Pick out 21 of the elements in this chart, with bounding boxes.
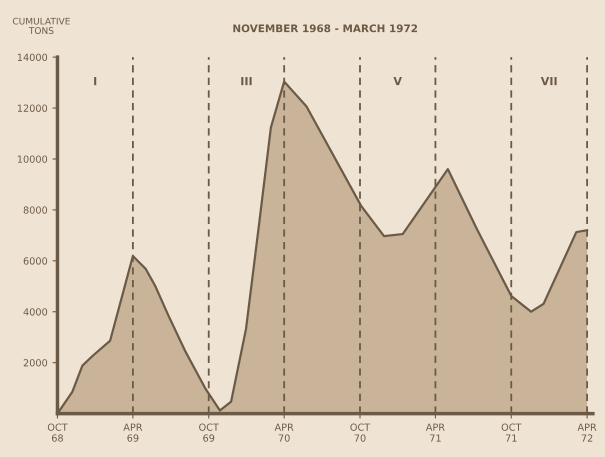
x-tick-label: APR 71 <box>426 424 445 442</box>
y-axis-title: CUMULATIVE TONS <box>12 18 70 34</box>
y-tick-label: 10000 <box>18 155 48 163</box>
y-tick-label: 6000 <box>24 257 48 265</box>
annotation: VII <box>540 77 557 86</box>
x-tick-label: OCT 70 <box>350 423 370 442</box>
annotation: V <box>393 77 402 86</box>
x-tick-label: OCT 68 <box>48 423 68 442</box>
y-tick-label: 14000 <box>18 54 48 61</box>
x-tick-label: APR 72 <box>578 424 596 442</box>
annotation: I <box>94 77 96 86</box>
annotation: III <box>241 77 252 86</box>
x-tick-label: APR 69 <box>123 424 142 442</box>
x-tick-label: OCT 69 <box>199 423 219 442</box>
x-tick-label: OCT 71 <box>502 423 522 442</box>
chart-title: NOVEMBER 1968 - MARCH 1972 <box>233 24 418 32</box>
x-tick-label: APR 70 <box>274 424 294 442</box>
y-tick-label: 4000 <box>23 308 48 316</box>
y-tick-label: 8000 <box>24 206 48 214</box>
y-tick-label: 2000 <box>24 359 48 366</box>
y-tick-label: 12000 <box>18 104 48 112</box>
